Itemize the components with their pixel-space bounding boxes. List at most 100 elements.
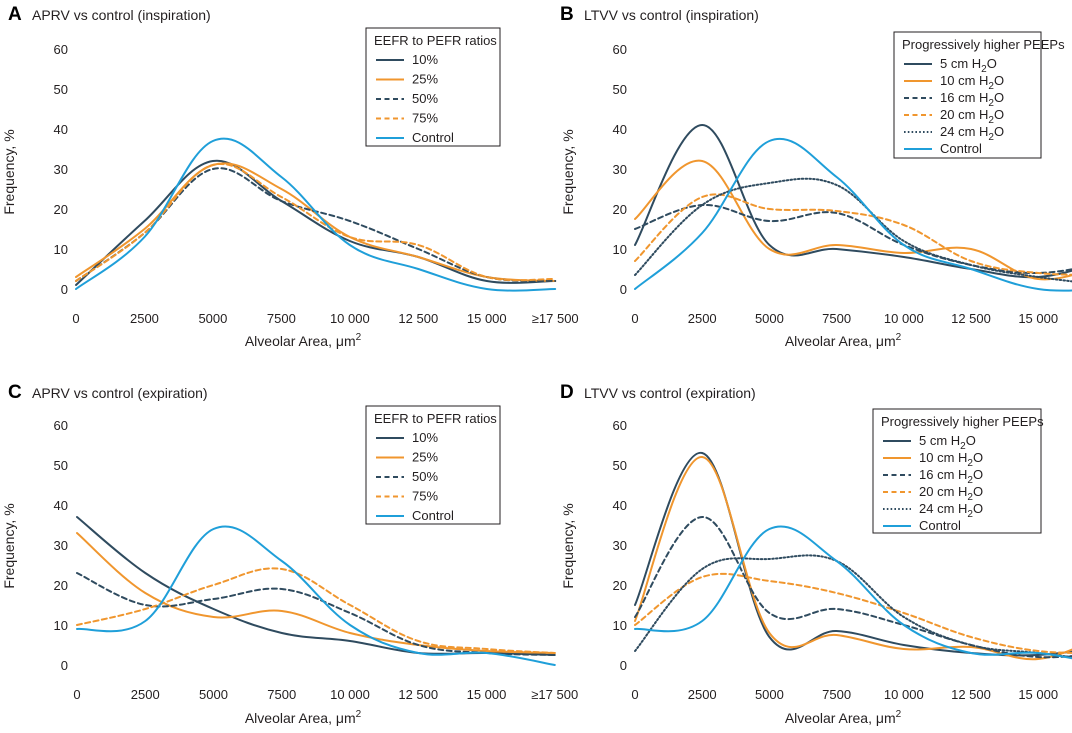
series-line-5 (76, 525, 556, 666)
x-tick-label: 7500 (267, 311, 296, 326)
x-tick-label: 15 000 (1018, 687, 1058, 702)
legend-entry-name: 5 cm H (919, 433, 960, 448)
y-tick-label: 40 (613, 122, 627, 137)
x-tick-label: 15 000 (467, 687, 507, 702)
series-line-3 (634, 515, 1072, 659)
y-tick-label: 30 (613, 162, 627, 177)
legend-entry-name: 10 cm H (940, 73, 988, 88)
series-line-4 (76, 567, 556, 654)
x-tick-label: 0 (631, 311, 638, 326)
y-tick-label: 60 (613, 42, 627, 57)
series-line-2 (76, 532, 556, 654)
legend-entry-tail: O (973, 450, 983, 465)
series-line-3 (634, 203, 1072, 275)
y-tick-label: 40 (613, 498, 627, 513)
x-axis-label: Alveolar Area, μm2 (785, 709, 902, 726)
series-line-1 (76, 516, 556, 656)
x-axis-label: Alveolar Area, μm2 (245, 332, 362, 349)
x-tick-label: 12 500 (951, 311, 991, 326)
legend-entry-tail: O (994, 73, 1004, 88)
y-tick-label: 0 (61, 282, 68, 297)
y-tick-label: 30 (613, 538, 627, 553)
legend-entry-name: 25% (412, 450, 438, 465)
legend-entry-name: 20 cm H (940, 107, 988, 122)
legend-box (365, 27, 501, 147)
y-tick-label: 20 (54, 578, 68, 593)
series-line-3 (76, 572, 556, 656)
legend-entry-tail: O (973, 501, 983, 516)
legend-entry: 50% (412, 91, 438, 106)
x-axis-label: Alveolar Area, μm2 (245, 709, 362, 726)
legend-entry-subscript: 2 (988, 98, 994, 109)
legend-title: Progressively higher PEEPs (902, 37, 1065, 52)
x-tick-label: 12 500 (398, 687, 438, 702)
x-tick-label: 5000 (198, 311, 227, 326)
x-axis-label-superscript: 2 (896, 709, 902, 720)
series-line-1 (75, 159, 557, 286)
x-tick-label: 7500 (822, 311, 851, 326)
legend-title: EEFR to PEFR ratios (374, 411, 497, 426)
x-tick-label: 10 000 (330, 311, 370, 326)
legend-entry: 24 cm H2O (919, 501, 983, 520)
x-tick-label: 5000 (755, 687, 784, 702)
y-tick-label: 0 (61, 658, 68, 673)
y-tick-label: 40 (54, 122, 68, 137)
legend-entry-subscript: 2 (967, 492, 973, 503)
panel-label: B (560, 4, 574, 25)
series-line-5 (75, 137, 557, 292)
series-line-4 (75, 162, 557, 282)
y-axis-label: Frequency, % (560, 129, 576, 214)
legend-entry-name: 10% (412, 52, 438, 67)
legend-entry: 20 cm H2O (919, 484, 983, 503)
y-tick-label: 30 (54, 162, 68, 177)
legend-entry-name: 16 cm H (940, 90, 988, 105)
legend-entry-name: 10 cm H (919, 450, 967, 465)
legend-entry-name: 20 cm H (919, 484, 967, 499)
legend-entry-name: 75% (412, 111, 438, 126)
panel-title: LTVV vs control (expiration) (584, 385, 756, 401)
x-tick-label: 10 000 (330, 687, 370, 702)
legend-entry: 16 cm H2O (919, 467, 983, 486)
legend-box (893, 31, 1042, 159)
legend-entry-tail: O (987, 56, 997, 71)
y-tick-label: 50 (54, 458, 68, 473)
legend-title: EEFR to PEFR ratios (374, 33, 497, 48)
y-tick-label: 10 (613, 242, 627, 257)
legend-entry: Control (940, 141, 982, 156)
series-line-5 (634, 554, 1072, 659)
legend-entry-name: 16 cm H (919, 467, 967, 482)
series-line-6 (634, 138, 1072, 292)
legend-entry-subscript: 2 (967, 458, 973, 469)
legend-entry-name: Control (412, 130, 454, 145)
legend-entry: 75% (412, 111, 438, 126)
x-tick-label: 12 500 (398, 311, 438, 326)
legend-title: Progressively higher PEEPs (881, 414, 1044, 429)
x-tick-label: 5000 (755, 311, 784, 326)
y-tick-label: 50 (613, 458, 627, 473)
y-tick-label: 60 (613, 418, 627, 433)
x-axis-label-text: Alveolar Area, μm (785, 333, 896, 349)
x-tick-label: 10 000 (884, 687, 924, 702)
legend-entry: 75% (412, 489, 438, 504)
legend-entry-name: 50% (412, 469, 438, 484)
legend-entry: Control (919, 518, 961, 533)
legend-entry-name: Control (940, 141, 982, 156)
legend-entry-name: Control (919, 518, 961, 533)
y-tick-label: 50 (54, 82, 68, 97)
x-axis-label-superscript: 2 (896, 332, 902, 343)
legend-entry: 10% (412, 52, 438, 67)
x-axis-label-text: Alveolar Area, μm (245, 333, 356, 349)
panel-b: B LTVV vs control (inspiration)0102030405… (560, 4, 1072, 349)
y-tick-label: 50 (613, 82, 627, 97)
y-tick-label: 20 (613, 578, 627, 593)
legend-entry-tail: O (966, 433, 976, 448)
legend-entry: 50% (412, 469, 438, 484)
panel-a: A APRV vs control (inspiration)0102030405… (1, 4, 579, 349)
legend-box (365, 405, 501, 525)
x-tick-label: 2500 (130, 311, 159, 326)
x-axis-label: Alveolar Area, μm2 (785, 332, 902, 349)
legend-entry-name: 24 cm H (940, 124, 988, 139)
legend-entry-subscript: 2 (967, 475, 973, 486)
